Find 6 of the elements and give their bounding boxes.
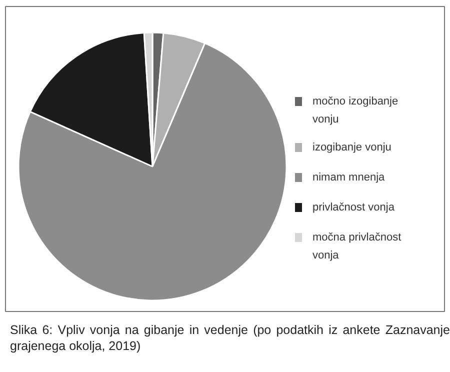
legend-label: nimam mnenja bbox=[312, 172, 386, 184]
legend-label: izogibanje vonju bbox=[312, 142, 392, 154]
legend-label: privlačnost vonja bbox=[312, 202, 396, 214]
text: Slika 6: Vpliv vonja na gibanje in vedenje (po podatkih iz ankete Zaznavanje grajenega okolja, 2019) bbox=[10, 323, 450, 354]
legend-label: močno izogibanje vonju bbox=[312, 96, 398, 126]
legend-label: močna privlačnost vonja bbox=[312, 232, 402, 262]
